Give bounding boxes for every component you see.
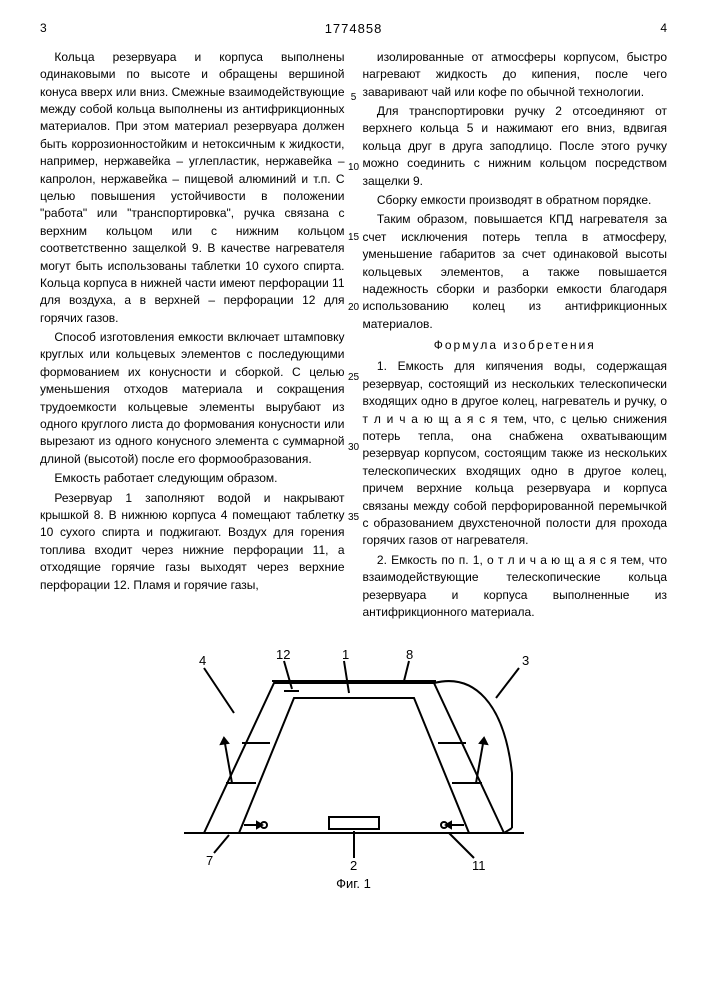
paragraph: Таким образом, повышается КПД нагревател… <box>363 211 668 333</box>
paragraph: изолированные от атмосферы корпусом, быс… <box>363 49 668 101</box>
line-marker: 20 <box>348 301 359 316</box>
page-num-left: 3 <box>40 20 47 39</box>
paragraph: Сборку емкости производят в обратном пор… <box>363 192 668 209</box>
callout-12: 12 <box>276 647 290 662</box>
paragraph: Емкость работает следующим образом. <box>40 470 345 487</box>
line-marker: 5 <box>351 91 357 106</box>
callout-7: 7 <box>206 853 213 868</box>
paragraph: Резервуар 1 заполняют водой и накрывают … <box>40 490 345 594</box>
callout-11: 11 <box>472 858 486 873</box>
claim: 2. Емкость по п. 1, о т л и ч а ю щ а я … <box>363 552 668 622</box>
line-marker: 35 <box>348 511 359 526</box>
claim: 1. Емкость для кипячения воды, содержаща… <box>363 358 668 549</box>
document-id: 1774858 <box>325 20 383 39</box>
figure-1: 4 12 1 8 3 7 2 11 Фиг. 1 <box>40 643 667 894</box>
callout-2: 2 <box>350 858 357 873</box>
line-marker: 25 <box>348 371 359 386</box>
claims-heading: Формула изобретения <box>363 337 668 354</box>
line-marker: 10 <box>348 161 359 176</box>
line-marker: 15 <box>348 231 359 246</box>
header: 3 1774858 4 <box>40 20 667 39</box>
page-num-right: 4 <box>660 20 667 39</box>
line-marker: 30 <box>348 441 359 456</box>
callout-3: 3 <box>522 653 529 668</box>
callout-8: 8 <box>406 647 413 662</box>
body-columns: 5 10 15 20 25 30 35 Кольца резервуара и … <box>40 49 667 624</box>
figure-drawing: 4 12 1 8 3 7 2 11 <box>144 643 564 873</box>
right-column: изолированные от атмосферы корпусом, быс… <box>363 49 668 624</box>
callout-4: 4 <box>199 653 206 668</box>
paragraph: Кольца резервуара и корпуса выполнены од… <box>40 49 345 327</box>
figure-label: Фиг. 1 <box>40 875 667 894</box>
paragraph: Для транспортировки ручку 2 отсоединяют … <box>363 103 668 190</box>
callout-1: 1 <box>342 647 349 662</box>
left-column: Кольца резервуара и корпуса выполнены од… <box>40 49 345 624</box>
paragraph: Способ изготовления емкости включает шта… <box>40 329 345 468</box>
